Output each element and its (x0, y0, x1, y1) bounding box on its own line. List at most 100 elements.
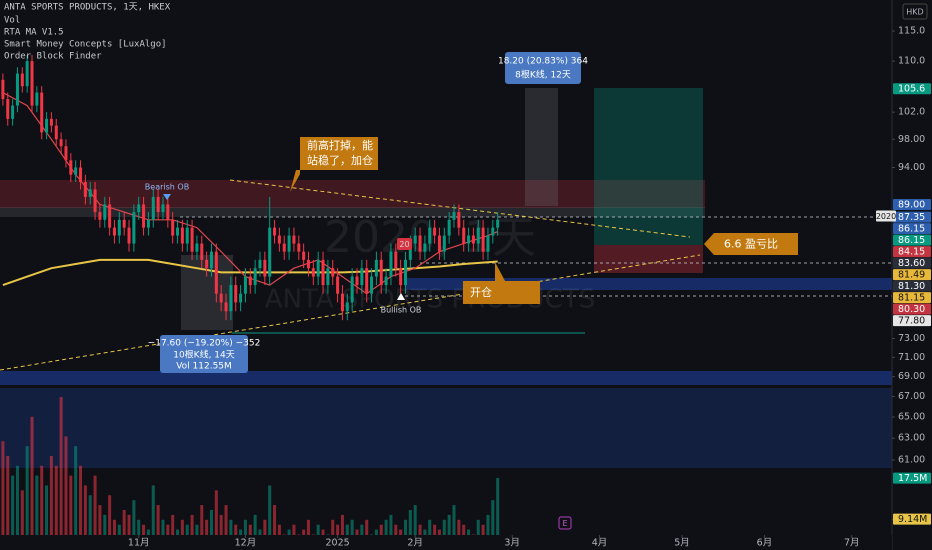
volume-bar (79, 465, 83, 535)
volume-bar (253, 514, 257, 535)
volume-bar (214, 490, 218, 535)
candle-body (370, 276, 374, 294)
axes: 115.0 110.0 102.0 98.00 94.00 73.00 71.00 69.00… (128, 26, 931, 549)
volume-bar (413, 505, 417, 535)
candle-body (180, 227, 184, 244)
candle-body (122, 219, 126, 228)
candle-body (399, 268, 403, 286)
volume-bar (379, 524, 383, 535)
trend-line (0, 254, 701, 371)
candle-body (403, 259, 408, 286)
candle-body (452, 212, 456, 220)
candle-body (326, 268, 330, 286)
candle-body (30, 61, 34, 106)
price-tag-label: 87.35 (898, 212, 925, 223)
volume-bar (287, 529, 291, 535)
volume-bar (112, 519, 116, 535)
volume-bar (190, 514, 194, 535)
volume-bar (209, 509, 213, 535)
volume-bar (408, 509, 412, 535)
candle-body (437, 235, 441, 252)
candle-body (374, 259, 378, 277)
volume-bar (423, 529, 427, 535)
demand-zone (0, 388, 892, 468)
candle-body (142, 204, 146, 228)
volume-bar (277, 524, 281, 535)
indicator-name: Vol (4, 16, 20, 26)
volume-bar (447, 514, 451, 535)
candle-body (224, 302, 228, 312)
ob-marker (397, 293, 405, 300)
volume-bar (171, 514, 175, 535)
chart-title: ANTA SPORTS PRODUCTS, 1天, HKEX (4, 3, 171, 13)
candle-body (462, 227, 466, 244)
volume-bar (108, 495, 112, 535)
candle-body (112, 227, 116, 236)
candle-body (79, 167, 83, 183)
volume-bar (418, 524, 422, 535)
candle-body (360, 268, 364, 286)
price-tag-label: 105.6 (898, 84, 925, 95)
x-tick-label: 6月 (757, 538, 773, 549)
candle-body (263, 259, 267, 277)
measure-text: 10根K线, 14天 (173, 349, 235, 361)
volume-bar (117, 524, 121, 535)
candle-body (471, 235, 475, 244)
candle-body (277, 235, 281, 244)
volume-bar (336, 524, 340, 535)
candle-body (486, 235, 490, 252)
target-zone (594, 88, 703, 245)
candle-body (20, 73, 24, 87)
volume-bar (462, 524, 466, 535)
candle-body (166, 204, 170, 220)
x-tick-label: 7月 (844, 538, 860, 549)
volume-bar (103, 514, 107, 535)
callout-pointer (495, 262, 505, 281)
currency[interactable]: HKD (906, 8, 923, 17)
earnings-badge (558, 516, 572, 530)
volume-bar (54, 465, 58, 535)
candle-body (433, 227, 437, 236)
price-tag (893, 211, 931, 223)
candle-body (190, 227, 194, 252)
volume-bar (258, 529, 262, 535)
x-tick-label: 11月 (128, 538, 150, 549)
candle-body (45, 118, 49, 133)
plot (1, 54, 500, 535)
volume-bar (224, 505, 228, 535)
candle-body (132, 212, 136, 244)
price-tag-label: 83.60 (898, 258, 925, 269)
candle-body (496, 219, 500, 228)
volume-bar (428, 519, 432, 535)
ob-marker (163, 194, 171, 200)
volume-bar (74, 446, 78, 535)
candle-body (350, 276, 354, 303)
volume-bar (59, 397, 63, 535)
volume-bar (156, 505, 160, 535)
volume-bar (496, 478, 500, 535)
candle-body (209, 251, 213, 269)
candle-body (365, 268, 369, 294)
volume-bar (399, 529, 403, 535)
callout-text: 前高打掉，能 (307, 138, 373, 152)
candle-body (151, 196, 155, 220)
volume-bar (403, 519, 408, 535)
price-tag-label: 9.14M (898, 514, 927, 525)
candle-body (176, 227, 180, 236)
earnings-label: E (562, 519, 567, 528)
volume-bar (30, 416, 34, 535)
candle-body (214, 251, 218, 294)
price-tag (893, 292, 931, 304)
volume-bar (15, 465, 19, 535)
demand-zone (0, 371, 892, 385)
candle-body (103, 204, 107, 220)
candle-body (6, 99, 10, 119)
candle-body (98, 212, 102, 220)
currency-box[interactable] (902, 3, 928, 20)
volume-bar (433, 524, 437, 535)
candle-body (423, 243, 427, 252)
candle-body (74, 167, 78, 175)
annotations: Bearish OB Bullish OB 20 E 前高打掉，能 站稳了，加仓… (4, 3, 798, 530)
